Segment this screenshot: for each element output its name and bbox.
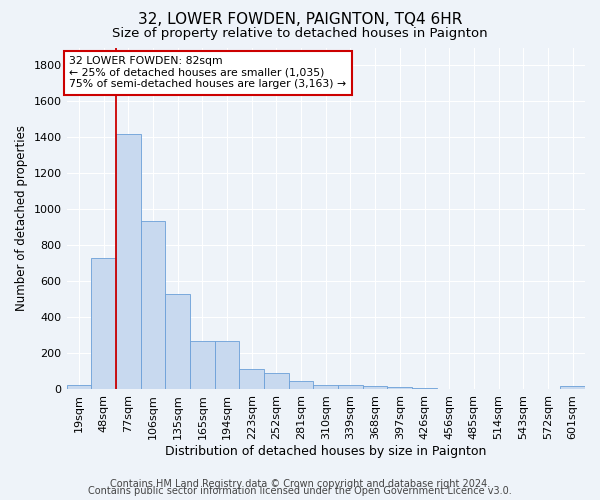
Bar xyxy=(215,342,239,389)
Bar xyxy=(437,388,461,389)
Bar xyxy=(338,386,363,389)
Bar xyxy=(363,386,388,389)
Text: 32, LOWER FOWDEN, PAIGNTON, TQ4 6HR: 32, LOWER FOWDEN, PAIGNTON, TQ4 6HR xyxy=(138,12,462,28)
Bar xyxy=(239,370,264,389)
Text: Contains HM Land Registry data © Crown copyright and database right 2024.: Contains HM Land Registry data © Crown c… xyxy=(110,479,490,489)
Text: Size of property relative to detached houses in Paignton: Size of property relative to detached ho… xyxy=(112,28,488,40)
Bar xyxy=(313,384,338,389)
X-axis label: Distribution of detached houses by size in Paignton: Distribution of detached houses by size … xyxy=(165,444,487,458)
Bar xyxy=(67,386,91,389)
Bar xyxy=(116,134,140,389)
Bar xyxy=(560,386,585,389)
Bar xyxy=(190,342,215,389)
Bar xyxy=(412,388,437,389)
Text: 32 LOWER FOWDEN: 82sqm
← 25% of detached houses are smaller (1,035)
75% of semi-: 32 LOWER FOWDEN: 82sqm ← 25% of detached… xyxy=(69,56,346,89)
Bar xyxy=(388,388,412,389)
Bar xyxy=(165,294,190,389)
Text: Contains public sector information licensed under the Open Government Licence v3: Contains public sector information licen… xyxy=(88,486,512,496)
Bar xyxy=(91,258,116,389)
Bar xyxy=(140,221,165,389)
Bar xyxy=(289,381,313,389)
Bar xyxy=(264,373,289,389)
Y-axis label: Number of detached properties: Number of detached properties xyxy=(15,126,28,312)
